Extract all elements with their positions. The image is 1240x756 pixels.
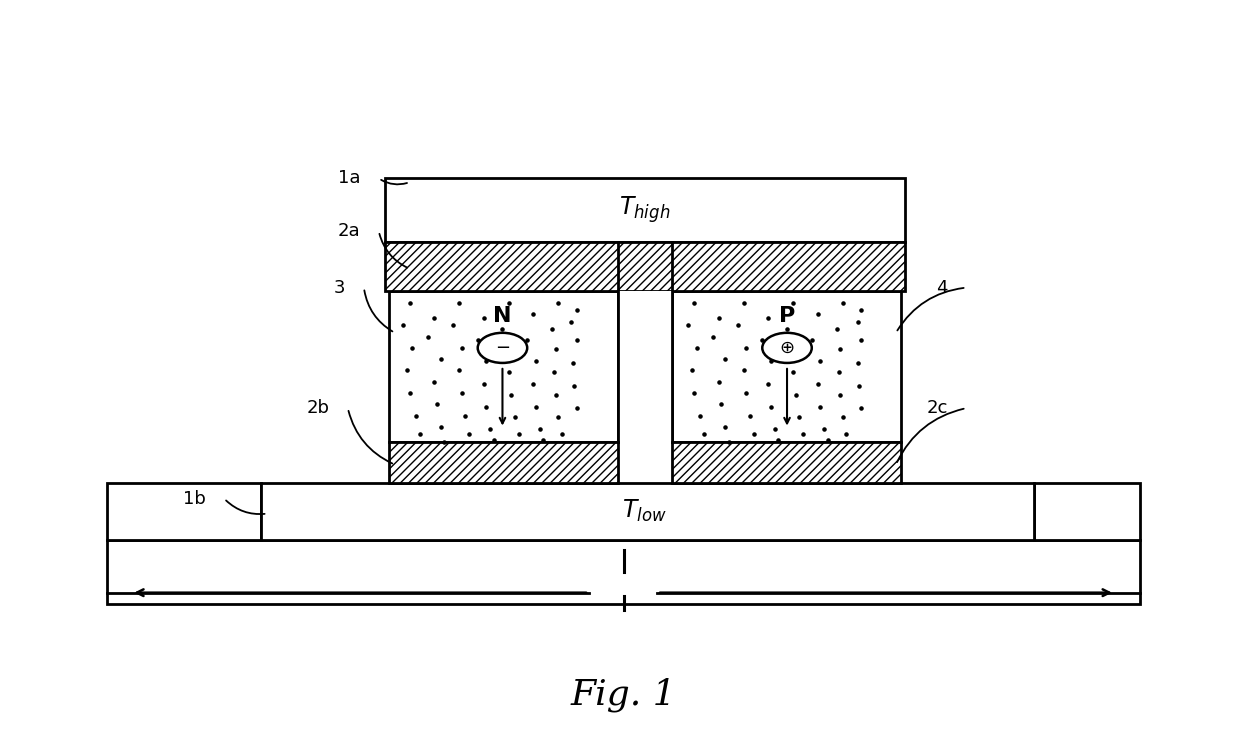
Bar bbox=[672, 291, 900, 442]
Bar bbox=[618, 291, 672, 442]
Text: 1b: 1b bbox=[182, 490, 206, 507]
Text: Fig. 1: Fig. 1 bbox=[570, 677, 677, 711]
Bar bbox=[107, 483, 262, 540]
Bar bbox=[1034, 483, 1140, 540]
Text: ⊕: ⊕ bbox=[780, 339, 795, 357]
Bar bbox=[388, 442, 618, 483]
Text: −: − bbox=[495, 339, 510, 357]
Text: $T_{low}$: $T_{low}$ bbox=[622, 498, 667, 525]
Text: 3: 3 bbox=[334, 279, 345, 296]
Bar bbox=[384, 178, 904, 243]
Text: 1a: 1a bbox=[337, 169, 360, 187]
Bar bbox=[384, 243, 904, 291]
Text: 2a: 2a bbox=[337, 222, 360, 240]
Text: 2b: 2b bbox=[306, 399, 330, 417]
Bar bbox=[262, 483, 1034, 540]
Bar bbox=[672, 442, 900, 483]
Text: 2c: 2c bbox=[926, 399, 947, 417]
Bar bbox=[388, 291, 618, 442]
Text: P: P bbox=[779, 306, 795, 327]
Text: N: N bbox=[494, 306, 512, 327]
Text: 4: 4 bbox=[936, 279, 947, 296]
Text: $T_{high}$: $T_{high}$ bbox=[619, 195, 671, 225]
Bar bbox=[107, 540, 1140, 604]
Circle shape bbox=[477, 333, 527, 363]
Circle shape bbox=[763, 333, 812, 363]
